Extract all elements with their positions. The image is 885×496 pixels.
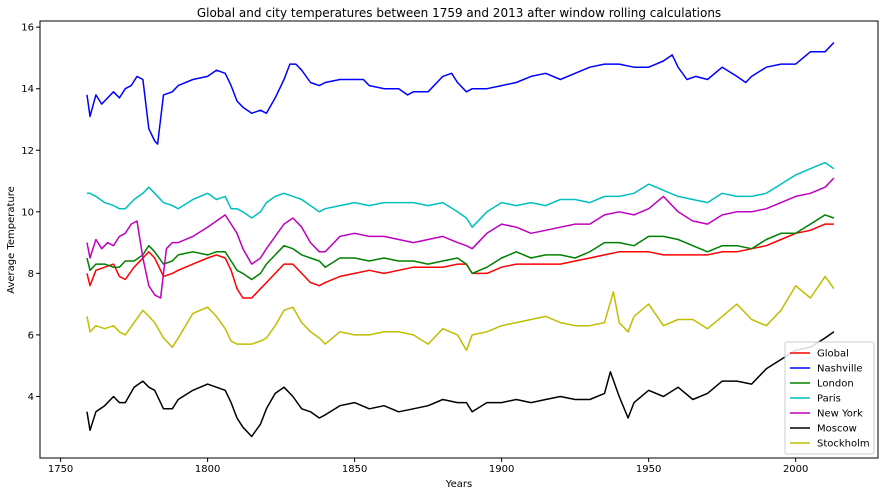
x-tick-label: 2000 <box>783 464 808 475</box>
legend-label-london: London <box>817 379 854 390</box>
x-tick-label: 1950 <box>636 464 661 475</box>
x-axis-title: Years <box>445 479 472 490</box>
series-line-moscow <box>86 331 835 438</box>
legend-label-paris: Paris <box>817 394 841 405</box>
y-tick-label: 8 <box>28 269 34 280</box>
y-tick-label: 16 <box>21 23 34 34</box>
axis-ticks: 1750 1800 1850 1900 1950 2000 4 6 8 10 12 14 16 <box>21 23 808 475</box>
legend-label-stockholm: Stockholm <box>817 439 870 450</box>
legend-label-new-york: New York <box>817 409 863 420</box>
y-tick-label: 14 <box>21 84 34 95</box>
x-tick-label: 1850 <box>342 464 367 475</box>
legend-label-moscow: Moscow <box>817 424 857 435</box>
y-tick-label: 12 <box>21 146 34 157</box>
y-tick-label: 4 <box>28 392 34 403</box>
x-tick-label: 1750 <box>48 464 73 475</box>
plot-area-frame <box>39 20 879 459</box>
series-line-nashville <box>86 41 835 145</box>
series-line-london <box>86 214 835 281</box>
chart-legend: Global Nashville London Paris New York Moscow… <box>784 341 875 455</box>
series-lines <box>86 41 835 438</box>
x-tick-label: 1900 <box>489 464 514 475</box>
series-line-new-york <box>86 177 835 299</box>
legend-box <box>784 341 875 455</box>
y-tick-label: 10 <box>21 207 34 218</box>
series-line-global <box>86 223 834 299</box>
y-axis-title: Average Temperature <box>6 186 17 294</box>
legend-label-global: Global <box>817 349 849 360</box>
chart-title: Global and city temperatures between 175… <box>197 6 721 20</box>
y-tick-label: 6 <box>28 330 34 341</box>
legend-label-nashville: Nashville <box>817 364 863 375</box>
x-tick-label: 1800 <box>195 464 220 475</box>
series-line-paris <box>87 161 835 228</box>
series-line-stockholm <box>86 275 835 352</box>
